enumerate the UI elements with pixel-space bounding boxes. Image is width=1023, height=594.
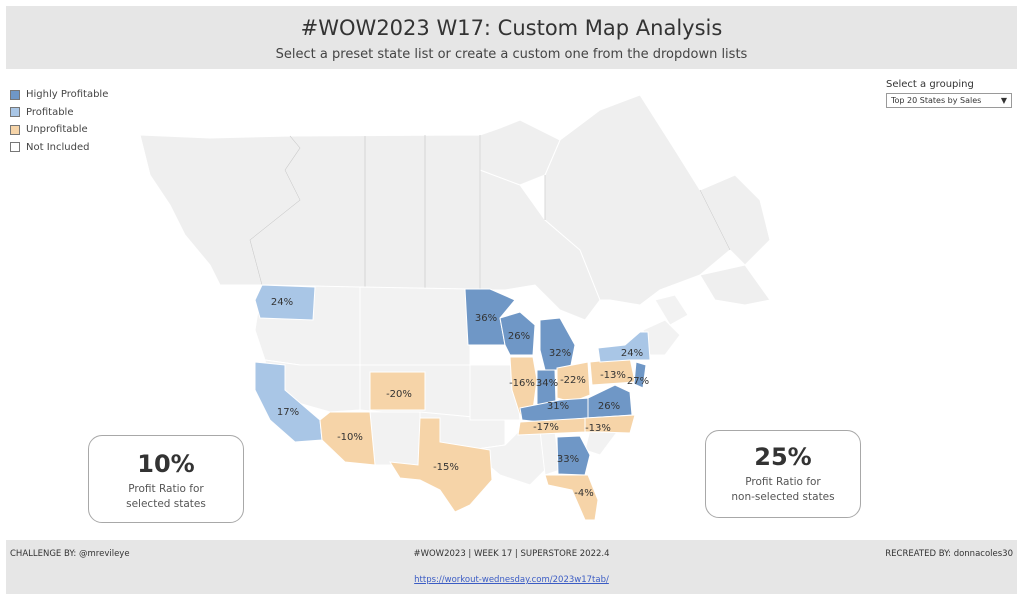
legend-item-profitable[interactable]: Profitable: [10, 104, 108, 122]
label-indiana: 34%: [536, 378, 558, 389]
label-pennsylvania: -13%: [600, 370, 626, 381]
label-new-york: 24%: [621, 348, 643, 359]
label-north-carolina: -13%: [585, 423, 611, 434]
legend-swatch: [10, 124, 20, 135]
state-wisconsin[interactable]: [499, 311, 536, 356]
legend-label: Profitable: [26, 106, 74, 118]
state-washington[interactable]: [254, 284, 316, 321]
kpi-selected-label-line2: selected states: [126, 498, 206, 510]
label-california: 17%: [277, 407, 299, 418]
state-colorado[interactable]: [369, 371, 426, 411]
page-subtitle: Select a preset state list or create a c…: [275, 47, 748, 62]
legend-swatch: [10, 142, 20, 153]
us-new-mexico: [369, 411, 421, 466]
label-minnesota: 36%: [475, 313, 497, 324]
state-north-carolina[interactable]: [584, 414, 636, 434]
kpi-nonselected-label-line2: non-selected states: [731, 491, 835, 503]
state-arizona[interactable]: [319, 411, 376, 466]
dashboard-header: #WOW2023 W17: Custom Map Analysis Select…: [6, 6, 1017, 69]
us-missouri: [469, 364, 521, 421]
kpi-selected-value: 10%: [137, 450, 195, 478]
state-florida[interactable]: [544, 474, 599, 521]
footer-challenge-by: CHALLENGE BY: @mrevileye: [10, 549, 130, 559]
label-kentucky: 31%: [547, 401, 569, 412]
canada-ontario: [479, 169, 601, 321]
legend-label: Highly Profitable: [26, 89, 109, 101]
label-colorado: -20%: [386, 389, 412, 400]
map-legend: Highly Profitable Profitable Unprofitabl…: [10, 86, 108, 156]
label-wisconsin: 26%: [508, 331, 530, 342]
canada-borders: [249, 135, 731, 290]
grouping-dropdown[interactable]: Top 20 States by Sales ▼: [886, 93, 1012, 108]
state-georgia[interactable]: [556, 435, 591, 476]
state-new-jersey[interactable]: [633, 361, 647, 389]
canada-region: [139, 94, 771, 321]
label-washington: 24%: [271, 297, 293, 308]
legend-item-unprofitable[interactable]: Unprofitable: [10, 121, 108, 139]
footer-recreated-by: RECREATED BY: donnacoles30: [885, 549, 1013, 559]
canada-maritimes: [699, 264, 771, 306]
state-virginia[interactable]: [587, 384, 633, 419]
chevron-down-icon: ▼: [1000, 96, 1007, 105]
us-maine: [654, 294, 689, 326]
footer-week-info: #WOW2023 | WEEK 17 | SUPERSTORE 2022.4: [413, 549, 610, 559]
kpi-nonselected-states: 25% Profit Ratio for non-selected states: [705, 430, 861, 518]
legend-label: Not Included: [26, 141, 90, 153]
canada-north: [479, 119, 561, 186]
label-florida: -4%: [574, 488, 593, 499]
label-virginia: 26%: [598, 401, 620, 412]
kpi-nonselected-value: 25%: [754, 443, 812, 471]
dashboard-footer: CHALLENGE BY: @mrevileye #WOW2023 | WEEK…: [6, 540, 1017, 594]
grouping-filter: Select a grouping Top 20 States by Sales…: [886, 79, 1012, 108]
selected-states: [254, 284, 651, 521]
legend-item-highly-profitable[interactable]: Highly Profitable: [10, 86, 108, 104]
kpi-selected-label-line1: Profit Ratio for: [128, 483, 204, 495]
grouping-label: Select a grouping: [886, 79, 974, 90]
state-texas[interactable]: [389, 417, 493, 513]
label-ohio: -22%: [560, 375, 586, 386]
legend-swatch: [10, 89, 20, 100]
footer-link[interactable]: https://workout-wednesday.com/2023w17tab…: [414, 575, 609, 585]
state-labels: 24% 17% -10% -20% -15% 36% 26% 32% -16% …: [271, 297, 649, 499]
legend-swatch: [10, 107, 20, 118]
us-northern-plains: [359, 286, 471, 366]
label-arizona: -10%: [337, 432, 363, 443]
kpi-nonselected-label-line1: Profit Ratio for: [745, 476, 821, 488]
label-illinois: -16%: [509, 378, 535, 389]
page-title: #WOW2023 W17: Custom Map Analysis: [300, 16, 723, 40]
grouping-selected-value: Top 20 States by Sales: [891, 96, 982, 105]
label-tennessee: -17%: [533, 422, 559, 433]
label-texas: -15%: [433, 462, 459, 473]
label-new-jersey: 27%: [627, 376, 649, 387]
legend-item-not-included[interactable]: Not Included: [10, 139, 108, 157]
label-georgia: 33%: [557, 454, 579, 465]
state-michigan[interactable]: [539, 317, 576, 371]
state-new-york[interactable]: [597, 331, 651, 363]
label-michigan: 32%: [549, 348, 571, 359]
kpi-selected-states: 10% Profit Ratio for selected states: [88, 435, 244, 523]
legend-label: Unprofitable: [26, 124, 88, 136]
